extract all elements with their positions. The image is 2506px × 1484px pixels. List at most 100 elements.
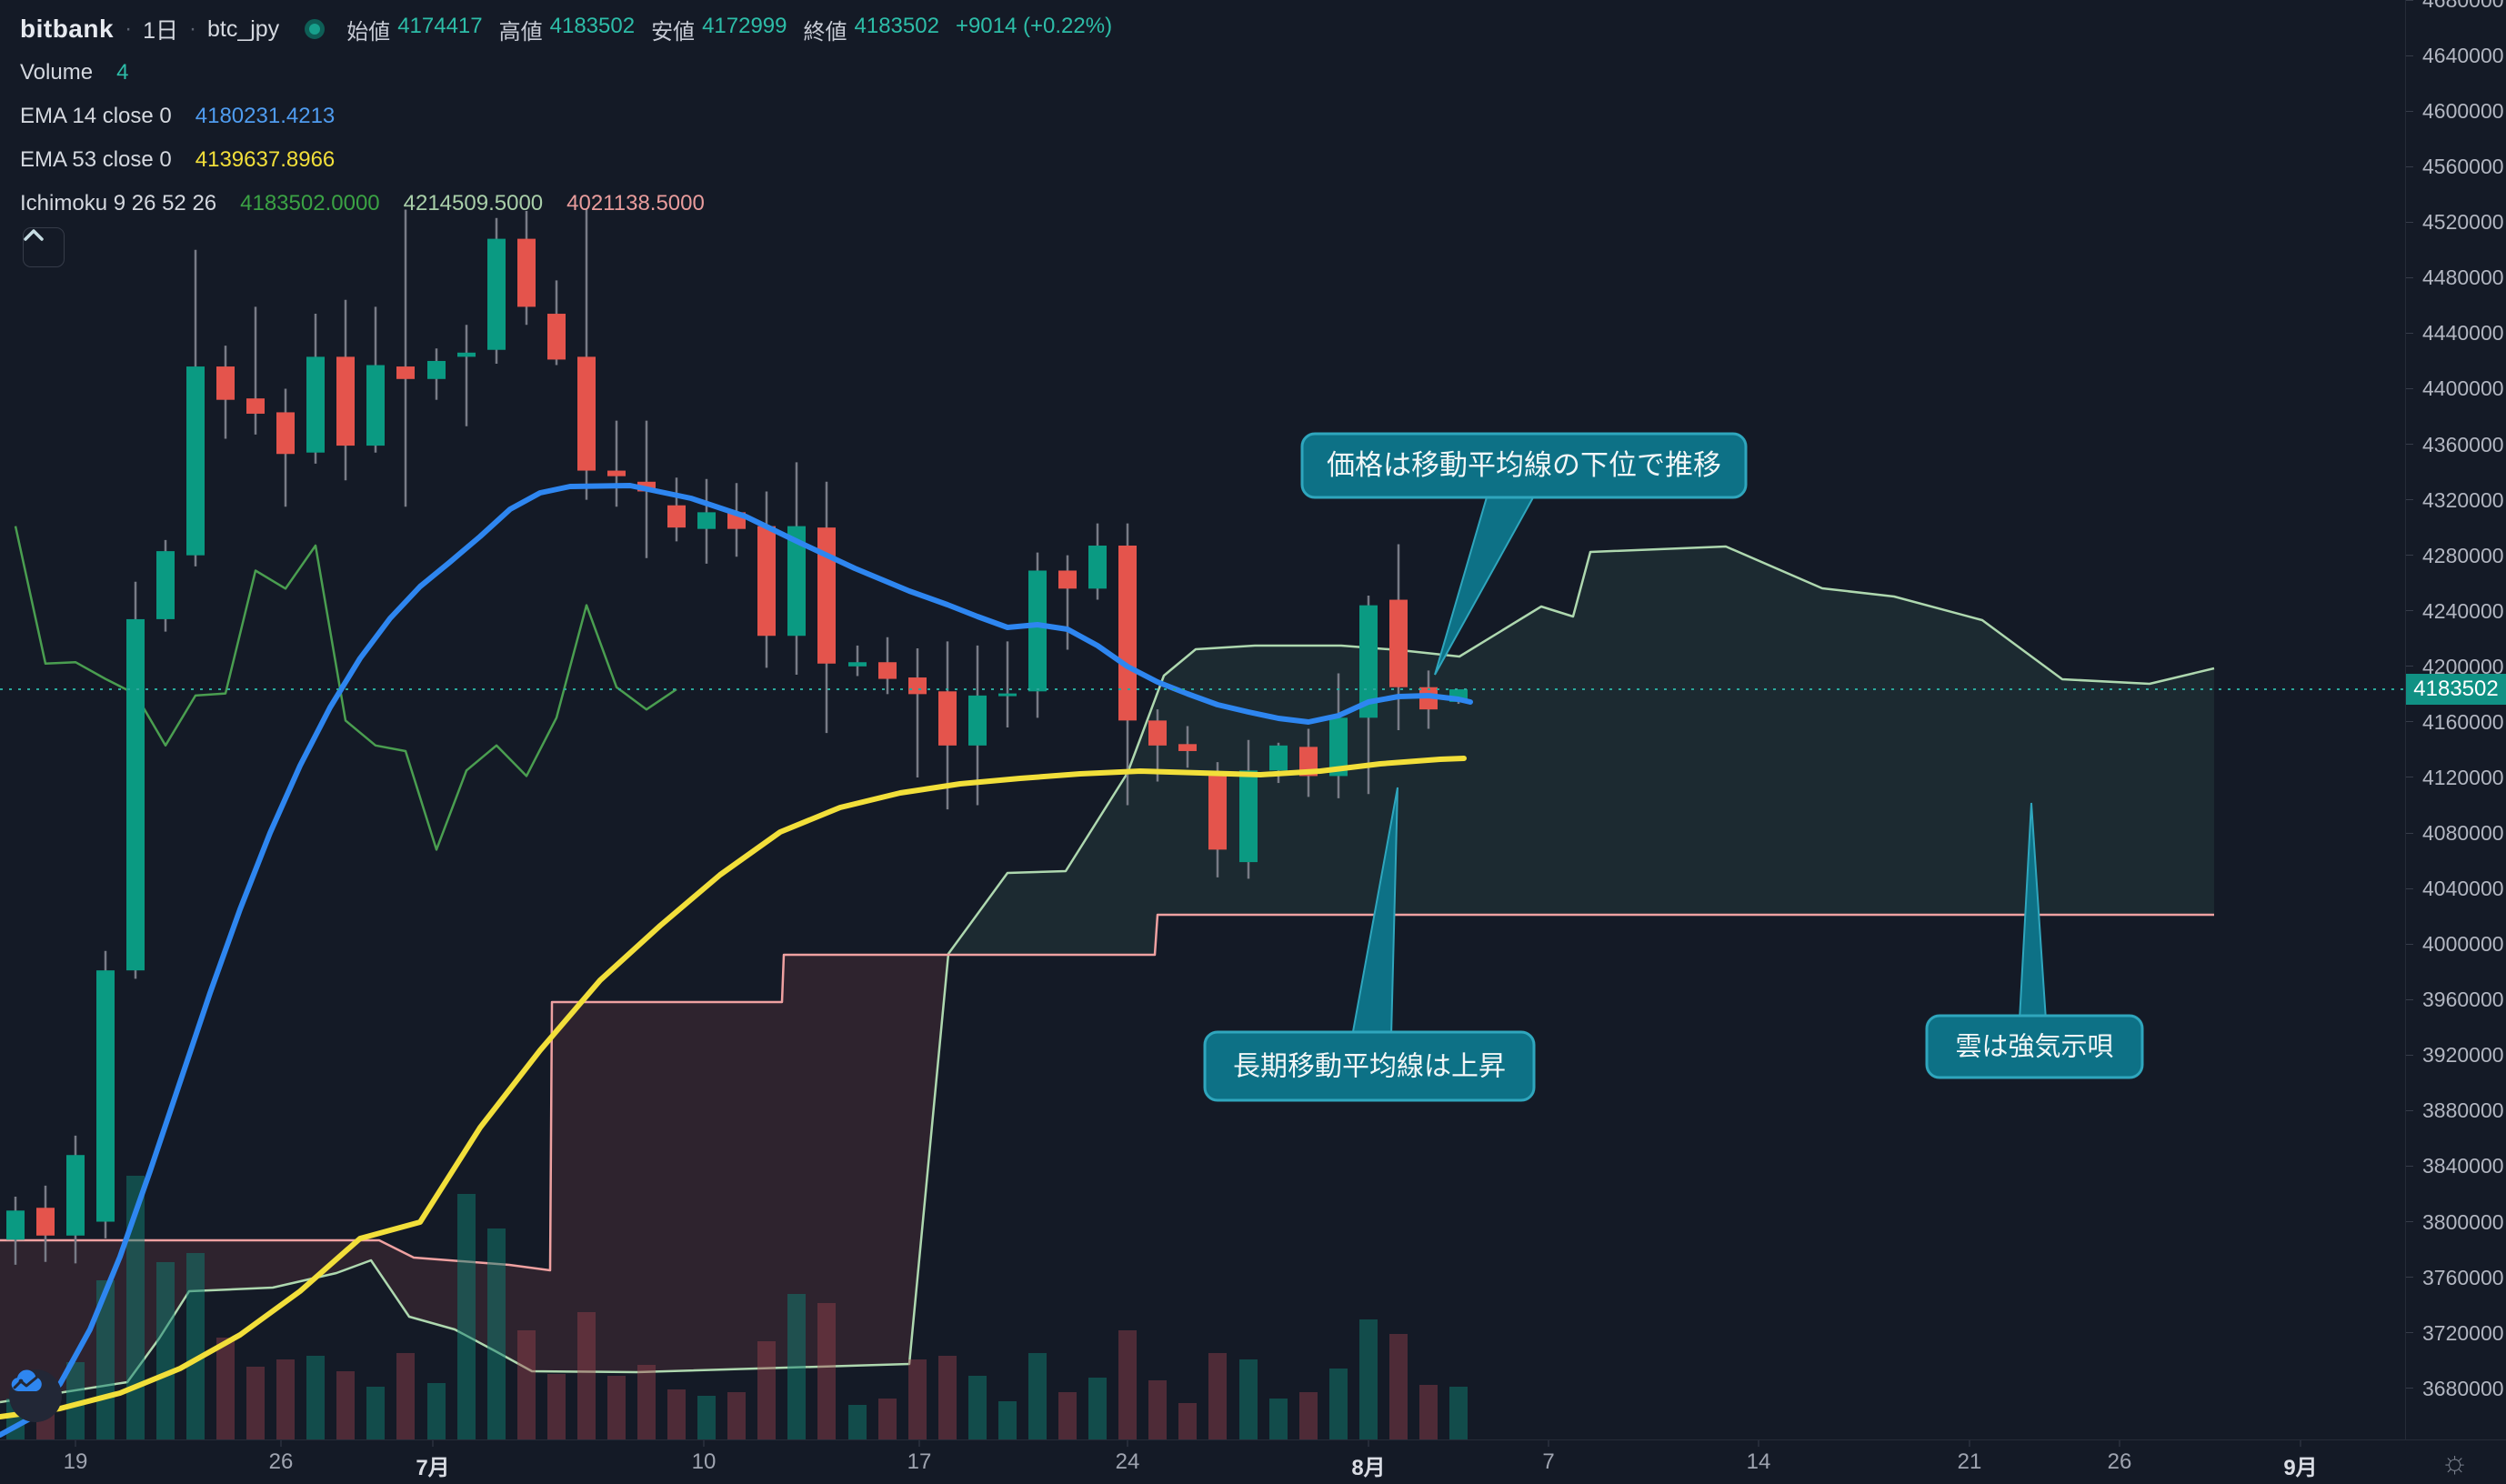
- price-tick-label[interactable]: 3840000: [2422, 1154, 2504, 1178]
- volume-label: Volume: [20, 60, 94, 85]
- time-tick-label[interactable]: 21: [1957, 1449, 1982, 1474]
- time-tick-label[interactable]: 24: [1115, 1449, 1140, 1474]
- price-tick-label[interactable]: 3880000: [2422, 1098, 2504, 1123]
- candlestick[interactable]: [336, 356, 355, 446]
- tradingview-logo[interactable]: [9, 1369, 62, 1422]
- legend-row-ema14[interactable]: EMA 14 close 0 4180231.4213: [20, 95, 1121, 138]
- price-tick-label[interactable]: 4280000: [2422, 543, 2504, 567]
- ichimoku-senkou-a-value: 4214509.5000: [403, 191, 544, 216]
- time-tick-label[interactable]: 7: [1542, 1449, 1555, 1474]
- candlestick[interactable]: [998, 693, 1017, 697]
- candlestick[interactable]: [1269, 745, 1288, 771]
- theme-sun-icon[interactable]: ☼: [2441, 1445, 2470, 1479]
- time-tick-label[interactable]: 26: [268, 1449, 294, 1474]
- legend-row-ichimoku[interactable]: Ichimoku 9 26 52 26 4183502.0000 4214509…: [20, 182, 1121, 226]
- legend-row-volume[interactable]: Volume 4: [20, 51, 1121, 95]
- candlestick[interactable]: [186, 366, 205, 556]
- price-tick-label[interactable]: 4680000: [2422, 0, 2504, 12]
- exchange-name[interactable]: bitbank: [20, 15, 115, 43]
- price-tick-label[interactable]: 4160000: [2422, 709, 2504, 734]
- time-tick-label[interactable]: 9月: [2283, 1456, 2318, 1480]
- legend-row-ema53[interactable]: EMA 53 close 0 4139637.8966: [20, 138, 1121, 182]
- candlestick[interactable]: [577, 356, 596, 471]
- candlestick[interactable]: [1028, 570, 1047, 692]
- time-tick-label[interactable]: 17: [907, 1449, 932, 1474]
- price-tick-label[interactable]: 4440000: [2422, 321, 2504, 346]
- price-tick-label[interactable]: 4480000: [2422, 266, 2504, 290]
- price-tick-label[interactable]: 4640000: [2422, 44, 2504, 68]
- candlestick[interactable]: [66, 1155, 85, 1236]
- candlestick[interactable]: [1088, 546, 1107, 589]
- candlestick[interactable]: [126, 618, 145, 971]
- price-tick-label[interactable]: 4520000: [2422, 210, 2504, 235]
- candlestick[interactable]: [1148, 720, 1167, 746]
- price-tick-label[interactable]: 4400000: [2422, 376, 2504, 401]
- candlestick[interactable]: [1239, 770, 1258, 863]
- ema53-value: 4139637.8966: [195, 147, 336, 172]
- candlestick[interactable]: [1299, 747, 1318, 777]
- interval-label[interactable]: 1日: [143, 18, 178, 44]
- price-tick-mark: [2406, 1277, 2413, 1278]
- time-tick-label[interactable]: 8月: [1351, 1456, 1386, 1480]
- candlestick[interactable]: [908, 677, 927, 695]
- price-tick-label[interactable]: 3680000: [2422, 1376, 2504, 1400]
- candlestick[interactable]: [216, 366, 235, 400]
- candlestick[interactable]: [938, 691, 957, 746]
- candlestick[interactable]: [366, 365, 385, 446]
- candlestick[interactable]: [246, 398, 265, 414]
- candlestick[interactable]: [457, 352, 476, 357]
- candlestick[interactable]: [757, 526, 776, 637]
- time-axis[interactable]: 19 26 7月 10 17 24 8月 7 14 21 26 9月: [0, 1439, 2506, 1484]
- candlestick[interactable]: [517, 238, 536, 307]
- candlestick[interactable]: [1178, 744, 1197, 751]
- price-tick-label[interactable]: 4600000: [2422, 99, 2504, 124]
- price-axis[interactable]: 4680000 4640000 4600000 4560000 4520000 44800…: [2405, 0, 2506, 1439]
- candlestick[interactable]: [848, 662, 867, 667]
- candlestick[interactable]: [1389, 599, 1408, 687]
- time-tick-label[interactable]: 26: [2107, 1449, 2132, 1474]
- candlestick[interactable]: [487, 238, 506, 350]
- price-tick-label[interactable]: 4320000: [2422, 487, 2504, 512]
- price-tick-label[interactable]: 4120000: [2422, 765, 2504, 789]
- symbol-header[interactable]: bitbank · 1日 · btc_jpy 始値 4174417 高値 418…: [20, 7, 1121, 51]
- candlestick[interactable]: [276, 412, 295, 455]
- price-tick-label[interactable]: 3800000: [2422, 1209, 2504, 1234]
- price-tick-label[interactable]: 4360000: [2422, 432, 2504, 456]
- candlestick[interactable]: [1058, 570, 1077, 589]
- time-tick-label[interactable]: 14: [1746, 1449, 1771, 1474]
- volume-bar: [126, 1176, 145, 1439]
- price-tick-label[interactable]: 3760000: [2422, 1265, 2504, 1289]
- price-tick-label[interactable]: 4000000: [2422, 932, 2504, 957]
- candlestick[interactable]: [697, 512, 716, 529]
- price-tick-label[interactable]: 3920000: [2422, 1043, 2504, 1068]
- time-tick-label[interactable]: 19: [63, 1449, 88, 1474]
- price-tick-label[interactable]: 4040000: [2422, 877, 2504, 901]
- candlestick[interactable]: [968, 695, 987, 746]
- price-tick-label[interactable]: 4560000: [2422, 155, 2504, 179]
- candlestick[interactable]: [396, 366, 415, 379]
- candlestick[interactable]: [96, 970, 115, 1222]
- candlestick[interactable]: [6, 1210, 25, 1240]
- candlestick[interactable]: [36, 1208, 55, 1236]
- price-tick-label[interactable]: 4240000: [2422, 598, 2504, 623]
- price-tick-label[interactable]: 3960000: [2422, 988, 2504, 1012]
- candlestick[interactable]: [787, 526, 806, 637]
- collapse-legend-button[interactable]: [23, 227, 65, 267]
- candlestick[interactable]: [667, 505, 686, 528]
- candlestick[interactable]: [306, 356, 325, 453]
- candlestick[interactable]: [1329, 717, 1348, 777]
- candlestick[interactable]: [427, 360, 446, 379]
- candlestick[interactable]: [817, 527, 836, 664]
- candlestick[interactable]: [1208, 773, 1227, 850]
- candlestick[interactable]: [156, 551, 175, 619]
- candlestick[interactable]: [607, 470, 626, 476]
- price-tick-label[interactable]: 4080000: [2422, 821, 2504, 846]
- candlestick[interactable]: [878, 662, 897, 679]
- candlestick[interactable]: [1118, 546, 1137, 721]
- price-tick-label[interactable]: 3720000: [2422, 1320, 2504, 1345]
- time-tick-label[interactable]: 10: [691, 1449, 717, 1474]
- pair-label[interactable]: btc_jpy: [206, 15, 280, 42]
- time-tick-label[interactable]: 7月: [416, 1456, 450, 1480]
- candlestick[interactable]: [547, 314, 566, 360]
